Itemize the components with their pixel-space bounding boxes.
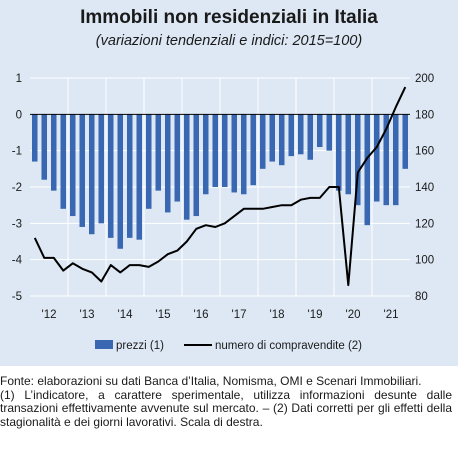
chart-notes: Fonte: elaborazioni su dati Banca d’Ital… <box>0 374 452 429</box>
prezzi-bar <box>155 114 162 191</box>
right-tick-label: 140 <box>415 182 434 194</box>
prezzi-bar <box>364 114 371 226</box>
right-tick-label: 200 <box>415 73 434 85</box>
x-tick-label: '13 <box>80 309 95 321</box>
x-tick-label: '21 <box>384 309 399 321</box>
compravendite-line <box>33 86 407 287</box>
x-tick-label: '15 <box>156 309 171 321</box>
right-tick-label: 120 <box>415 218 434 230</box>
prezzi-bar <box>307 114 314 160</box>
right-axis-ticks: 200 180 160 140 120 100 80 <box>415 73 434 303</box>
prezzi-bar <box>221 114 228 187</box>
prezzi-bar <box>88 114 95 235</box>
x-tick-label: '16 <box>194 309 209 321</box>
x-tick-label: '18 <box>270 309 285 321</box>
prezzi-bar <box>174 114 181 202</box>
left-tick-label: -2 <box>12 182 22 194</box>
left-axis-ticks: 1 0 -1 -2 -3 -4 -5 <box>12 73 23 303</box>
chart-subtitle: (variazioni tendenziali e indici: 2015=1… <box>95 33 363 49</box>
left-tick-label: -1 <box>12 146 22 158</box>
prezzi-bar <box>259 114 266 169</box>
right-tick-label: 160 <box>415 146 434 158</box>
grid-layer <box>30 77 410 297</box>
legend: prezzi (1) numero di compravendite (2) <box>95 340 362 352</box>
footnote: (1) L’indicatore, a carattere sperimenta… <box>0 387 452 429</box>
bars-layer <box>31 114 409 249</box>
chart-title: Immobili non residenziali in Italia <box>80 7 378 28</box>
x-axis-ticks: '12 '13 '14 '15 '16 '17 '18 '19 '20 '21 <box>42 309 399 321</box>
prezzi-bar <box>50 114 57 191</box>
legend-bar-swatch <box>95 340 113 349</box>
left-tick-label: 0 <box>16 109 22 121</box>
right-tick-label: 180 <box>415 109 434 121</box>
prezzi-bar <box>231 114 238 193</box>
prezzi-bar <box>41 114 48 180</box>
legend-line-label: numero di compravendite (2) <box>215 340 362 352</box>
x-tick-label: '12 <box>42 309 57 321</box>
chart-panel <box>0 0 458 366</box>
prezzi-bar <box>316 114 323 148</box>
prezzi-bar <box>79 114 86 227</box>
prezzi-bar <box>288 114 295 157</box>
source-note: Fonte: elaborazioni su dati Banca d’Ital… <box>0 374 422 388</box>
prezzi-bar <box>354 114 361 206</box>
left-tick-label: 1 <box>16 73 22 85</box>
right-tick-label: 100 <box>415 255 434 267</box>
prezzi-bar <box>250 114 257 186</box>
x-tick-label: '17 <box>232 309 247 321</box>
prezzi-bar <box>345 114 352 195</box>
prezzi-bar <box>126 114 133 238</box>
left-tick-label: -5 <box>12 291 22 303</box>
prezzi-bar <box>373 114 380 202</box>
legend-bar-label: prezzi (1) <box>116 340 164 352</box>
prezzi-bar <box>31 114 38 162</box>
prezzi-bar <box>383 114 390 206</box>
prezzi-bar <box>145 114 152 209</box>
prezzi-bar <box>326 114 333 151</box>
x-tick-label: '14 <box>118 309 134 321</box>
chart-canvas: 1 0 -1 -2 -3 -4 -5 200 180 160 140 120 100 80 '12 '13… <box>12 73 434 352</box>
prezzi-bar <box>202 114 209 195</box>
prezzi-bar <box>335 114 342 191</box>
prezzi-bar <box>60 114 67 209</box>
line-layer <box>33 86 407 287</box>
left-tick-label: -4 <box>12 255 23 267</box>
prezzi-bar <box>392 114 399 206</box>
prezzi-bar <box>402 114 409 169</box>
prezzi-bar <box>240 114 247 195</box>
prezzi-bar <box>117 114 124 249</box>
prezzi-bar <box>278 114 285 166</box>
right-tick-label: 80 <box>415 291 428 303</box>
prezzi-bar <box>98 114 105 224</box>
prezzi-bar <box>107 114 114 238</box>
prezzi-bar <box>69 114 76 217</box>
x-tick-label: '20 <box>346 309 361 321</box>
prezzi-bar <box>212 114 219 187</box>
prezzi-bar <box>164 114 171 213</box>
prezzi-bar <box>183 114 190 220</box>
x-tick-label: '19 <box>308 309 323 321</box>
prezzi-bar <box>297 114 304 155</box>
prezzi-bar <box>269 114 276 162</box>
left-tick-label: -3 <box>12 218 22 230</box>
prezzi-bar <box>136 114 143 240</box>
prezzi-bar <box>193 114 200 217</box>
